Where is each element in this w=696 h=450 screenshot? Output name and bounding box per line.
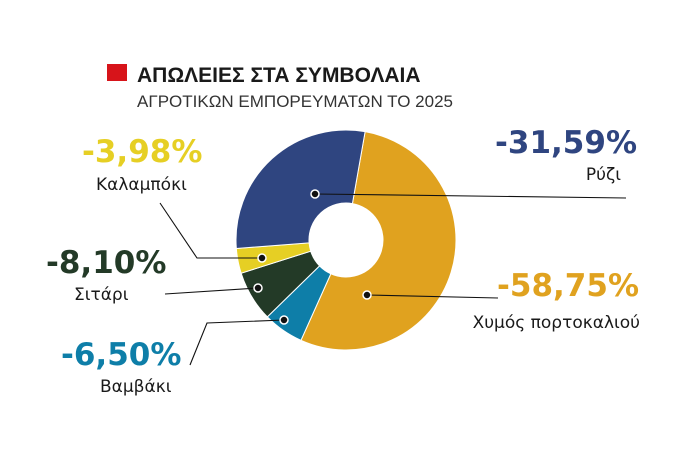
dot-rice xyxy=(310,189,320,199)
leader-corn xyxy=(159,202,262,259)
title-marker xyxy=(107,64,127,81)
leader-juice xyxy=(366,294,499,299)
value-label-juice: -58,75% xyxy=(497,268,639,304)
chart-title: ΑΠΩΛΕΙΕΣ ΣΤΑ ΣΥΜΒΟΛΑΙΑ xyxy=(137,64,421,87)
slices xyxy=(235,129,457,351)
value-label-wheat: -8,10% xyxy=(46,245,166,281)
category-label-corn: Καλαμπόκι xyxy=(96,175,187,195)
category-label-rice: Ρύζι xyxy=(586,165,621,185)
value-label-corn: -3,98% xyxy=(82,134,202,170)
category-label-juice: Χυμός πορτοκαλιού xyxy=(473,313,640,333)
slice-juice xyxy=(300,131,457,351)
dot-cotton xyxy=(279,315,289,325)
dot-juice xyxy=(362,290,372,300)
dot-wheat xyxy=(253,283,263,293)
dot-corn xyxy=(257,253,267,263)
leader-rice xyxy=(314,193,627,199)
category-label-wheat: Σιτάρι xyxy=(74,285,129,305)
slice-rice xyxy=(235,129,366,249)
leader-wheat xyxy=(164,287,259,295)
chart-subtitle: ΑΓΡΟΤΙΚΩΝ ΕΜΠΟΡΕΥΜΑΤΩΝ ΤΟ 2025 xyxy=(137,92,453,111)
value-label-rice: -31,59% xyxy=(495,125,637,161)
category-label-cotton: Βαμβάκι xyxy=(100,377,172,397)
leader-cotton xyxy=(189,319,285,366)
value-label-cotton: -6,50% xyxy=(61,337,181,373)
